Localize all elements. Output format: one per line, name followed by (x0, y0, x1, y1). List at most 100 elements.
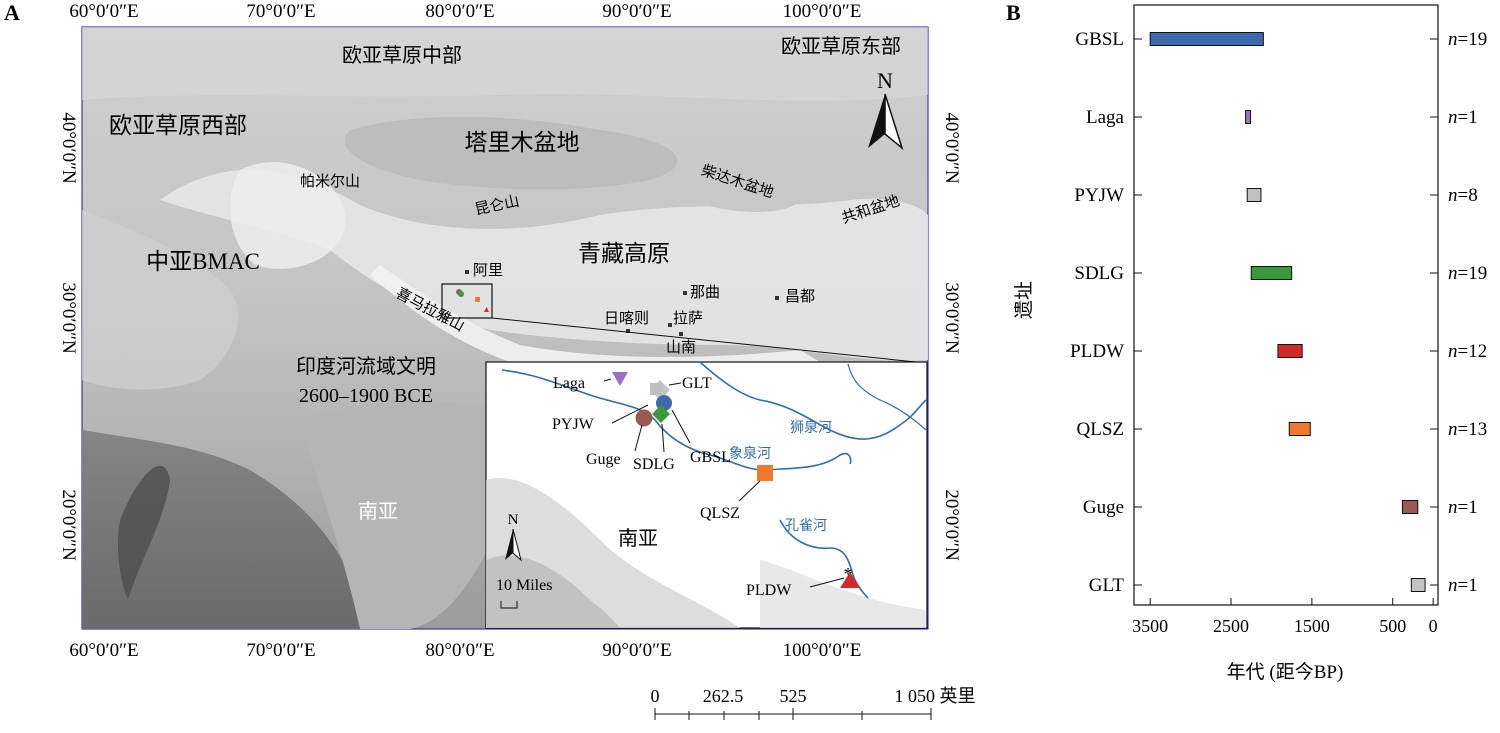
lat-label: 40°0′0″N (58, 112, 79, 184)
n-label: n=19 (1448, 29, 1487, 50)
site-marker-qlsz (757, 465, 773, 481)
lon-label: 80°0′0″E (425, 1, 494, 22)
site-star-icon: * (844, 564, 853, 584)
inset-north-arrow-icon: N (505, 512, 522, 562)
city-markers: 阿里 那曲 昌都 日喀则 拉萨 山南 (465, 262, 815, 356)
site-label-gbsl: GBSL (690, 449, 731, 466)
n-labels: n=19 n=1 n=8 n=19 n=12 n=13 n=1 n=1 (1448, 29, 1487, 596)
city-changdu: 昌都 (785, 288, 815, 305)
lon-label: 60°0′0″E (69, 640, 138, 661)
scale-bar: 0 262.5 525 1 050 英里 (651, 686, 976, 720)
bar-gbsl (1149, 32, 1264, 46)
bar-qlsz (1288, 422, 1311, 436)
site-label-guge: Guge (586, 451, 621, 468)
plot-frame (1133, 4, 1439, 606)
lon-label: 70°0′0″E (246, 640, 315, 661)
lon-label: 100°0′0″E (783, 1, 862, 22)
lat-labels-right: 40°0′0″N 30°0′0″N 20°0′0″N (941, 112, 962, 561)
site-marker-laga (612, 372, 628, 386)
lon-label: 90°0′0″E (602, 1, 671, 22)
site-label-glt: GLT (682, 375, 712, 392)
inset-scale-bar (500, 601, 518, 609)
panel-a-letter: A (4, 0, 20, 25)
lon-label: 80°0′0″E (425, 640, 494, 661)
lon-label: 70°0′0″E (246, 1, 315, 22)
relief-map (81, 26, 929, 630)
svg-text:N: N (508, 512, 519, 528)
scale-tick-label: 525 (780, 686, 807, 706)
lon-label: 60°0′0″E (69, 1, 138, 22)
inset-scale-label: 10 Miles (496, 577, 552, 594)
inset-map: 狮泉河 象泉河 孔雀河 * Laga (485, 361, 928, 629)
region-steppe-central: 欧亚草原中部 (342, 44, 462, 67)
city-shannan: 山南 (666, 339, 696, 356)
lon-labels-bottom: 60°0′0″E 70°0′0″E 80°0′0″E 90°0′0″E 100°… (69, 640, 861, 661)
x-tick-label: 3500 (1132, 616, 1168, 636)
region-tarim: 塔里木盆地 (465, 130, 580, 155)
bar-sdlg (1250, 266, 1293, 280)
x-tick-label: 2500 (1213, 616, 1249, 636)
bar-glt (1410, 578, 1426, 592)
n-label: n=1 (1448, 575, 1478, 596)
lat-label: 40°0′0″N (941, 112, 962, 184)
scale-tick-label: 0 (651, 686, 660, 706)
y-tick-label: QLSZ (1077, 419, 1125, 440)
y-tick-labels: GBSL Laga PYJW SDLG PLDW QLSZ Guge GLT (1070, 29, 1438, 596)
panel-b-chart: B 遗址 年代 (距今BP) 3500 2500 1500 500 0 GBSL Laga… (1006, 0, 1487, 683)
site-marker-pldw (840, 572, 860, 588)
x-tick-label: 0 (1429, 616, 1438, 636)
city-ali: 阿里 (473, 262, 503, 279)
city-shigatse: 日喀则 (604, 310, 649, 327)
lon-labels-top: 60°0′0″E 70°0′0″E 80°0′0″E 90°0′0″E 100°… (69, 1, 861, 22)
lat-label: 30°0′0″N (941, 282, 962, 354)
region-plateau: 青藏高原 (578, 241, 670, 266)
x-ticks: 3500 2500 1500 500 0 (1132, 598, 1438, 636)
lon-label: 100°0′0″E (783, 640, 862, 661)
n-label: n=12 (1448, 341, 1487, 362)
y-tick-label: PYJW (1074, 185, 1124, 206)
site-marker-pyjw (650, 383, 662, 395)
city-lhasa: 拉萨 (673, 310, 703, 327)
bars (1149, 32, 1426, 592)
y-tick-label: SDLG (1074, 263, 1124, 284)
n-label: n=8 (1448, 185, 1478, 206)
site-label-pldw: PLDW (746, 582, 792, 599)
city-naqu: 那曲 (690, 284, 720, 301)
lat-label: 20°0′0″N (941, 489, 962, 561)
lat-label: 30°0′0″N (58, 282, 79, 354)
region-south-asia: 南亚 (358, 500, 398, 523)
scale-tick-label: 262.5 (703, 686, 744, 706)
y-tick-label: Guge (1083, 497, 1124, 518)
site-label-qlsz: QLSZ (700, 505, 740, 522)
bar-pyjw (1246, 188, 1262, 202)
site-marker-sdlg (652, 405, 670, 423)
panel-a: A 60°0′0″E 70° (4, 0, 976, 720)
lat-labels-left: 40°0′0″N 30°0′0″N 20°0′0″N (58, 112, 79, 561)
inset-locator (441, 283, 917, 363)
region-bmac: 中亚BMAC (146, 249, 260, 274)
n-label: n=1 (1448, 107, 1478, 128)
x-axis-title: 年代 (距今BP) (1227, 661, 1344, 683)
site-marker-guge (635, 409, 653, 427)
y-tick-label: GLT (1089, 575, 1125, 596)
lon-label: 90°0′0″E (602, 640, 671, 661)
region-indus-line2: 2600–1900 BCE (299, 385, 433, 407)
site-label-pyjw: PYJW (552, 416, 595, 433)
n-label: n=13 (1448, 419, 1487, 440)
inset-south-asia: 南亚 (618, 527, 658, 550)
site-label-laga: Laga (553, 375, 585, 392)
river-kongque: 孔雀河 (785, 518, 827, 534)
river-xiangquan: 象泉河 (729, 445, 771, 462)
region-steppe-east: 欧亚草原东部 (781, 35, 901, 58)
river-shiquan: 狮泉河 (790, 419, 832, 436)
bar-guge (1401, 500, 1419, 514)
y-tick-label: PLDW (1070, 341, 1124, 362)
n-label: n=19 (1448, 263, 1487, 284)
n-label: n=1 (1448, 497, 1478, 518)
y-tick-label: Laga (1086, 107, 1125, 128)
site-label-sdlg: SDLG (633, 456, 675, 473)
bar-laga (1245, 110, 1252, 124)
panel-b-letter: B (1006, 0, 1021, 25)
region-pamir: 帕米尔山 (300, 173, 360, 190)
